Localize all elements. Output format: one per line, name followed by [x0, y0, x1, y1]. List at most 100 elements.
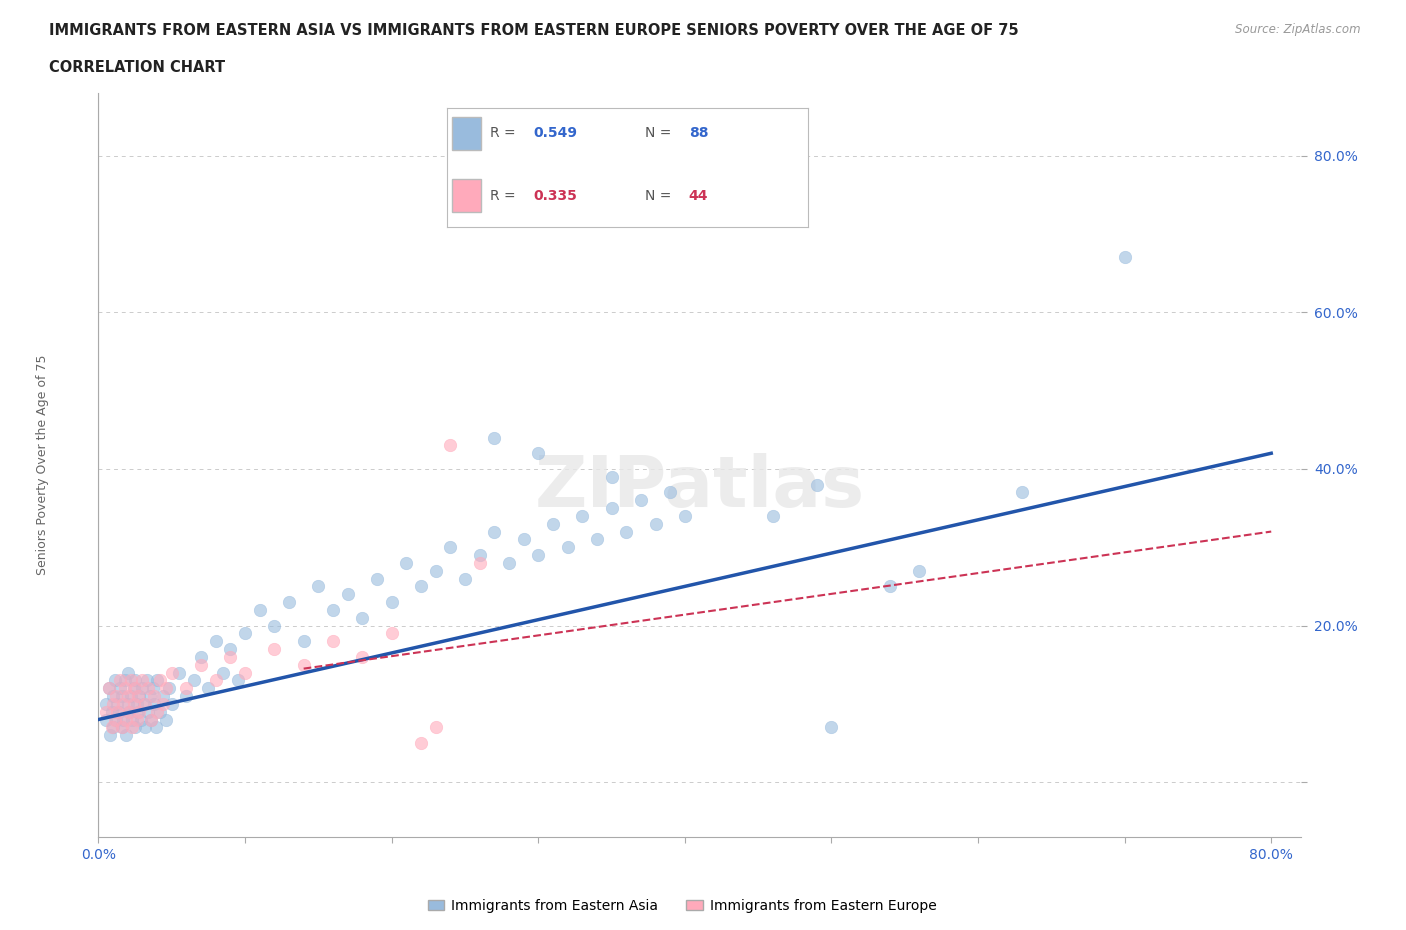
- Point: [586, 532, 609, 547]
- Point: [614, 525, 637, 539]
- Point: [484, 431, 506, 445]
- Point: [146, 673, 169, 688]
- Point: [114, 681, 136, 696]
- Point: [112, 697, 135, 711]
- Point: [1114, 250, 1136, 265]
- Point: [115, 728, 138, 743]
- Point: [125, 697, 148, 711]
- Point: [146, 704, 169, 719]
- Point: [762, 509, 785, 524]
- Point: [136, 681, 159, 696]
- Point: [190, 649, 212, 664]
- Point: [454, 571, 477, 586]
- Point: [307, 579, 329, 594]
- Point: [381, 626, 404, 641]
- Point: [152, 688, 174, 703]
- Point: [124, 681, 146, 696]
- Point: [138, 688, 160, 703]
- Point: [94, 697, 117, 711]
- Point: [94, 704, 117, 719]
- Point: [149, 673, 172, 688]
- Point: [108, 704, 131, 719]
- Point: [125, 712, 148, 727]
- Point: [659, 485, 682, 499]
- Point: [512, 532, 534, 547]
- Point: [128, 688, 150, 703]
- Point: [143, 697, 166, 711]
- Point: [117, 665, 139, 680]
- Point: [468, 548, 491, 563]
- Point: [128, 704, 150, 719]
- Point: [115, 712, 138, 727]
- Point: [160, 697, 183, 711]
- Point: [630, 493, 652, 508]
- Point: [644, 516, 666, 531]
- Point: [233, 665, 256, 680]
- Point: [107, 697, 129, 711]
- Point: [134, 720, 156, 735]
- Point: [111, 720, 134, 735]
- Point: [219, 649, 242, 664]
- Point: [100, 704, 122, 719]
- Point: [120, 673, 142, 688]
- Text: ZIPatlas: ZIPatlas: [534, 453, 865, 522]
- Point: [527, 548, 550, 563]
- Y-axis label: Seniors Poverty Over the Age of 75: Seniors Poverty Over the Age of 75: [37, 354, 49, 576]
- Point: [98, 728, 121, 743]
- Point: [142, 681, 165, 696]
- Point: [381, 594, 404, 609]
- Point: [127, 704, 149, 719]
- Point: [820, 720, 842, 735]
- Point: [183, 673, 205, 688]
- Point: [103, 673, 125, 688]
- Point: [557, 539, 579, 554]
- Point: [103, 712, 125, 727]
- Point: [226, 673, 249, 688]
- Point: [425, 720, 447, 735]
- Point: [134, 697, 156, 711]
- Point: [219, 642, 242, 657]
- Point: [1011, 485, 1033, 499]
- Point: [112, 712, 135, 727]
- Point: [908, 564, 931, 578]
- Point: [141, 712, 163, 727]
- Point: [97, 681, 120, 696]
- Point: [101, 720, 124, 735]
- Point: [117, 697, 139, 711]
- Point: [105, 688, 128, 703]
- Text: Source: ZipAtlas.com: Source: ZipAtlas.com: [1236, 23, 1361, 36]
- Point: [110, 681, 132, 696]
- Point: [149, 704, 172, 719]
- Point: [107, 704, 129, 719]
- Point: [190, 658, 212, 672]
- Point: [336, 587, 359, 602]
- Point: [117, 688, 139, 703]
- Point: [167, 665, 190, 680]
- Point: [263, 618, 285, 633]
- Point: [197, 681, 219, 696]
- Point: [541, 516, 564, 531]
- Point: [97, 681, 120, 696]
- Point: [145, 720, 167, 735]
- Point: [131, 673, 153, 688]
- Point: [131, 681, 153, 696]
- Point: [322, 633, 344, 648]
- Point: [204, 673, 226, 688]
- Point: [124, 720, 146, 735]
- Point: [322, 603, 344, 618]
- Point: [122, 697, 145, 711]
- Point: [118, 704, 141, 719]
- Point: [212, 665, 235, 680]
- Point: [114, 673, 136, 688]
- Point: [155, 712, 177, 727]
- Point: [204, 633, 226, 648]
- Point: [352, 610, 374, 625]
- Point: [135, 673, 157, 688]
- Point: [673, 509, 696, 524]
- Point: [101, 697, 124, 711]
- Point: [366, 571, 388, 586]
- Point: [124, 673, 146, 688]
- Point: [127, 688, 149, 703]
- Text: IMMIGRANTS FROM EASTERN ASIA VS IMMIGRANTS FROM EASTERN EUROPE SENIORS POVERTY O: IMMIGRANTS FROM EASTERN ASIA VS IMMIGRAN…: [49, 23, 1019, 38]
- Point: [118, 704, 141, 719]
